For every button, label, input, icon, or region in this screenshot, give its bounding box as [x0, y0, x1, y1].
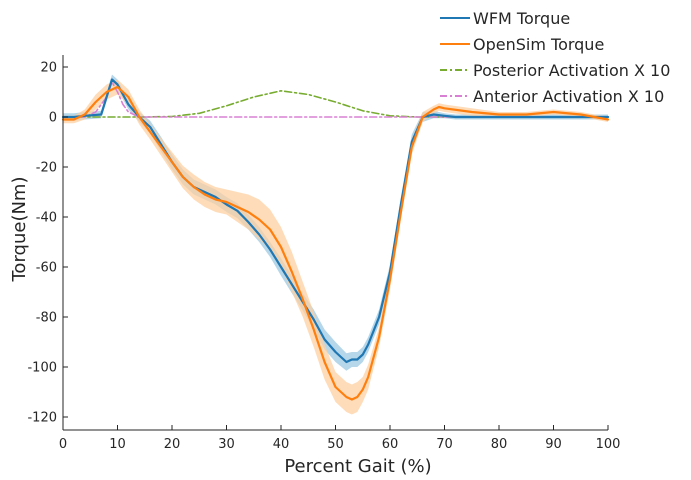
y-tick-label: -40: [36, 211, 57, 226]
y-tick-label: -100: [27, 361, 57, 376]
y-tick-label: 20: [40, 61, 57, 76]
y-tick-label: -20: [36, 161, 57, 176]
legend-label-3: Anterior Activation X 10: [473, 87, 664, 106]
x-tick-label: 60: [382, 437, 399, 452]
legend-label-0: WFM Torque: [473, 9, 570, 28]
y-axis-title: Torque(Nm): [9, 177, 30, 283]
series-lines: [61, 78, 610, 401]
x-tick-label: 20: [164, 437, 181, 452]
series-line-0: [61, 78, 610, 364]
legend-label-2: Posterior Activation X 10: [473, 61, 670, 80]
series-1-band: [63, 79, 608, 415]
x-tick-label: 70: [436, 437, 453, 452]
y-tick-label: -60: [36, 261, 57, 276]
legend-label-1: OpenSim Torque: [473, 35, 604, 54]
y-tick-label: -80: [36, 311, 57, 326]
series-line-3: [62, 81, 609, 118]
legend: WFM Torque OpenSim Torque Posterior Activa…: [440, 9, 670, 106]
x-axis-title: Percent Gait (%): [284, 456, 431, 477]
x-tick-label: 0: [59, 437, 67, 452]
axes: [62, 55, 609, 431]
x-tick-label: 30: [218, 437, 235, 452]
x-tick-label: 90: [545, 437, 562, 452]
x-tick-label: 10: [109, 437, 126, 452]
y-tick-label: -120: [27, 411, 57, 426]
x-tick-label: 40: [273, 437, 290, 452]
y-tick-label: 0: [49, 111, 57, 126]
series-line-1: [61, 85, 610, 401]
tick-labels: 0 10 20 30 40 50 60 70 80 90 100 20 0 -20 -40 -60 -80 -10…: [27, 61, 620, 453]
x-tick-label: 80: [491, 437, 508, 452]
x-tick-label: 50: [327, 437, 344, 452]
x-tick-label: 100: [596, 437, 621, 452]
